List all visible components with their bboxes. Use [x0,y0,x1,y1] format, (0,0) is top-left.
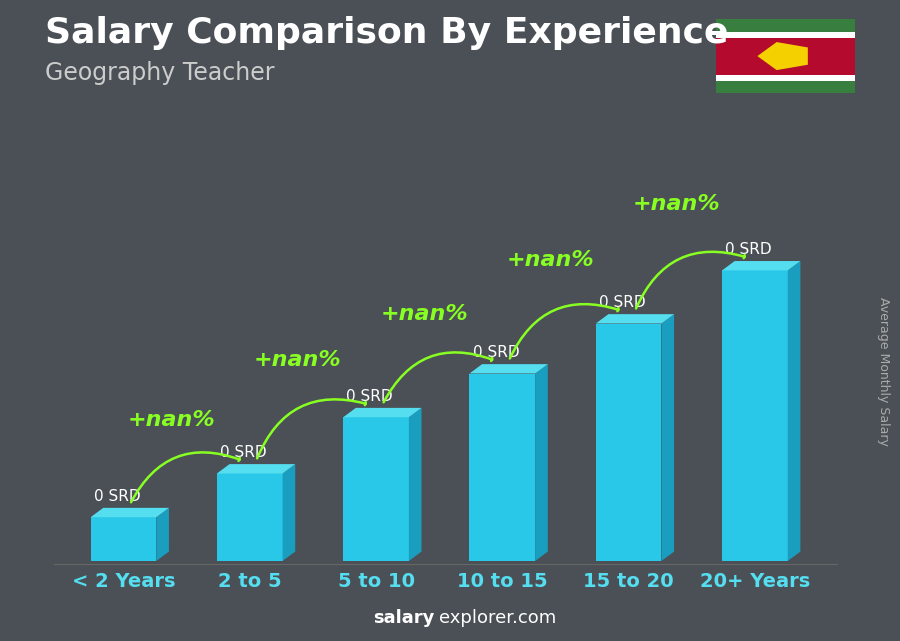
Polygon shape [409,408,421,561]
Text: explorer.com: explorer.com [439,609,556,627]
Bar [91,517,157,561]
Text: 0 SRD: 0 SRD [472,345,519,360]
Polygon shape [217,464,295,474]
Bar [716,38,855,74]
Text: +nan%: +nan% [128,410,215,429]
Text: 0 SRD: 0 SRD [94,489,140,504]
Bar [217,474,283,561]
Text: 0 SRD: 0 SRD [220,445,266,460]
Bar [716,19,855,31]
Bar [716,74,855,81]
Text: +nan%: +nan% [507,251,594,271]
Bar [716,81,855,93]
Text: 0 SRD: 0 SRD [599,296,645,310]
Text: 0 SRD: 0 SRD [725,242,772,257]
Bar [716,31,855,38]
Text: Geography Teacher: Geography Teacher [45,61,274,85]
Polygon shape [536,364,548,561]
Polygon shape [470,364,548,374]
Text: 0 SRD: 0 SRD [346,389,393,404]
Bar [343,417,409,561]
Text: +nan%: +nan% [254,351,342,370]
Polygon shape [343,408,421,417]
Polygon shape [722,261,800,271]
Polygon shape [788,261,800,561]
Polygon shape [596,314,674,324]
Bar [722,271,788,561]
Bar [470,374,536,561]
Polygon shape [157,508,169,561]
Text: +nan%: +nan% [380,304,468,324]
Polygon shape [283,464,295,561]
Text: +nan%: +nan% [633,194,720,214]
Polygon shape [662,314,674,561]
Bar [596,324,662,561]
Text: salary: salary [374,609,435,627]
Text: Salary Comparison By Experience: Salary Comparison By Experience [45,16,728,50]
Polygon shape [91,508,169,517]
Text: Average Monthly Salary: Average Monthly Salary [878,297,890,446]
